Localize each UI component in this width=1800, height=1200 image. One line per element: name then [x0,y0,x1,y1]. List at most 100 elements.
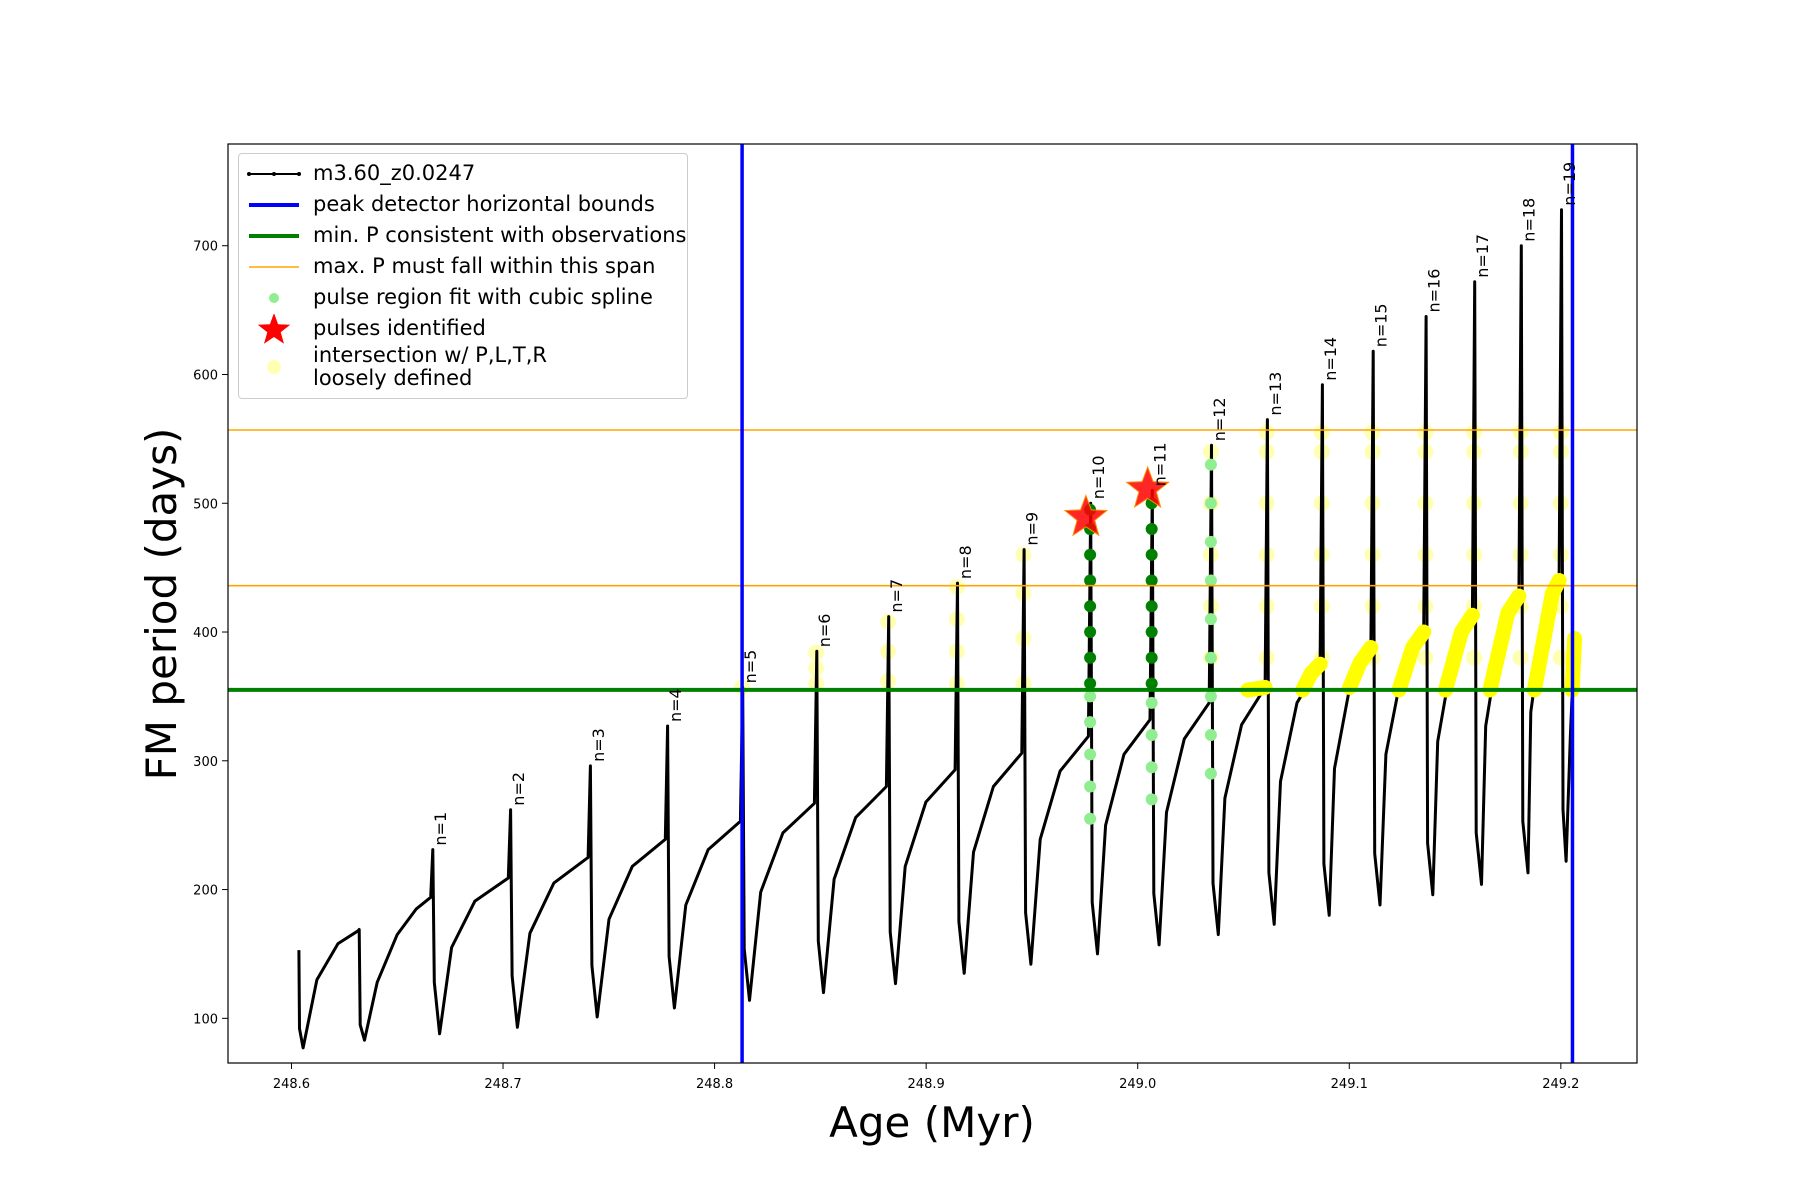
x-tick-label: 248.6 [273,1077,310,1092]
scatter-point [1084,780,1097,793]
y-tick-label: 600 [193,368,218,383]
pulse-label: n=15 [1372,303,1391,347]
scatter-point [1145,523,1158,536]
pulse-label: n=18 [1520,198,1539,242]
legend-label: max. P must fall within this span [313,254,656,278]
legend-swatch [247,171,301,176]
scatter-point [1204,767,1217,780]
pulse-label: n=8 [956,545,975,579]
axes-frame [227,143,1638,1064]
scatter-point [1145,761,1158,774]
scatter-point [1084,677,1097,690]
y-tick-label: 200 [193,884,218,899]
legend-label: pulse region fit with cubic spline [313,285,653,309]
scatter-point [1145,548,1158,561]
legend-entry: intersection w/ P,L,T,R loosely defined [239,344,687,390]
x-axis-label: Age (Myr) [829,1098,1035,1147]
legend-entry: pulse region fit with cubic spline [239,282,687,313]
loose-point [1552,649,1569,666]
loose-point [1552,546,1569,563]
legend-label: pulses identified [313,316,486,340]
legend-entry: m3.60_z0.0247 [239,158,687,189]
pulse-star [1063,493,1109,537]
loose-point [1512,649,1529,666]
legend-label: min. P consistent with observations [313,223,687,247]
scatter-point [1084,716,1097,729]
legend-swatch [249,233,299,238]
scatter-point [1084,626,1097,639]
x-tick-label: 249.0 [1119,1077,1156,1092]
scatter-point [1084,690,1097,703]
y-tick-label: 300 [193,755,218,770]
plot-area [228,144,1637,1063]
scatter-point [1204,690,1217,703]
pulse-label: n=7 [887,579,906,613]
legend-swatch [269,292,279,303]
loose-point [1466,649,1483,666]
x-tick-label: 248.9 [908,1077,945,1092]
legend-swatch [267,360,281,374]
x-tick-label: 248.8 [696,1077,733,1092]
scatter-point [1145,651,1158,664]
pulse-star [1125,465,1170,509]
scatter-point [1204,497,1217,510]
legend-entry: min. P consistent with observations [239,220,687,251]
pulse-label: n=4 [666,688,685,722]
legend-entry: peak detector horizontal bounds [239,189,687,220]
pulse-label: n=11 [1151,442,1170,486]
scatter-point [1084,812,1097,825]
scatter-point [1145,574,1158,587]
scatter-point [1204,651,1217,664]
y-tick-label: 500 [193,497,218,512]
pulse-label: n=19 [1560,162,1579,206]
scatter-point [1204,574,1217,587]
scatter-point [1084,748,1097,761]
scatter-point [1145,677,1158,690]
scatter-point [1084,600,1097,613]
pulse-label: n=13 [1266,372,1285,416]
y-axis-label: FM period (days) [137,428,186,781]
legend-label: m3.60_z0.0247 [313,161,476,185]
scatter-point [1084,574,1097,587]
legend-swatch [249,265,299,268]
pulse-label: n=12 [1210,397,1229,441]
loose-point [1417,649,1434,666]
legend-label: peak detector horizontal bounds [313,192,655,216]
pulse-label: n=17 [1473,234,1492,278]
y-tick-label: 100 [193,1012,218,1027]
x-tick-label: 249.2 [1542,1077,1579,1092]
data-line [297,208,1577,1050]
pulse-label: n=6 [815,614,834,648]
loose-arc [1240,573,1583,698]
x-tick-label: 248.7 [484,1077,521,1092]
pulse-label: n=1 [431,812,450,846]
legend-swatch [257,313,291,344]
scatter-point [1145,696,1158,709]
pulse-label: n=14 [1321,337,1340,381]
pulse-label: n=9 [1023,512,1042,546]
pulse-label: n=10 [1089,455,1108,499]
x-tick-label: 249.1 [1331,1077,1368,1092]
scatter-point [1204,613,1217,626]
scatter-point [1204,535,1217,548]
y-tick-label: 700 [193,240,218,255]
scatter-point [1145,729,1158,742]
scatter-point [1084,548,1097,561]
scatter-point [1145,600,1158,613]
legend-entry: max. P must fall within this span [239,251,687,282]
legend-swatch [249,202,299,207]
y-tick-label: 400 [193,626,218,641]
pulse-label: n=5 [741,650,760,684]
legend-entry: pulses identified [239,313,687,344]
pulse-label: n=2 [509,772,528,806]
pulse-label: n=16 [1424,269,1443,313]
pulse-label: n=3 [589,728,608,762]
scatter-point [1204,729,1217,742]
scatter-point [1145,793,1158,806]
scatter-point [1204,458,1217,471]
scatter-point [1145,626,1158,639]
legend-label: intersection w/ P,L,T,R loosely defined [313,343,547,390]
